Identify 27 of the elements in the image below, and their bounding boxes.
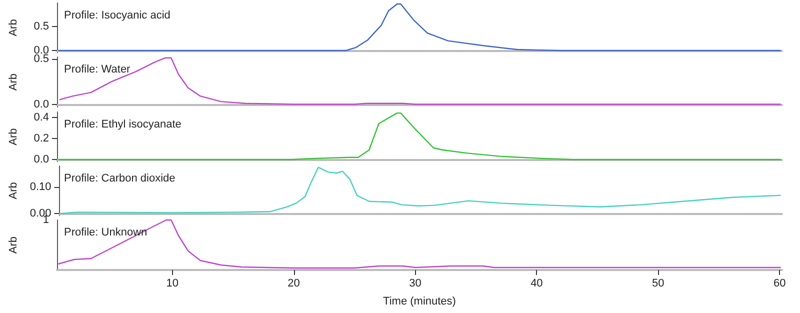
line-series xyxy=(58,112,782,160)
y-tick-label: 0.0 xyxy=(34,153,49,166)
y-axis-title: Arb xyxy=(8,74,20,91)
y-tick-label: 0.10 xyxy=(30,181,52,193)
x-tick-label: 30 xyxy=(409,278,422,290)
line-series xyxy=(60,166,782,214)
x-tick-label: 40 xyxy=(530,278,543,290)
text: Profile: Ethyl isocyanate xyxy=(64,118,182,130)
y-tick-label: 0.5 xyxy=(34,20,49,32)
text: Profile: Isocyanic acid xyxy=(64,10,170,22)
y-tick-label: 0.4 xyxy=(34,110,49,123)
y-tick-label: 0.2 xyxy=(34,132,49,144)
x-tick-label: 20 xyxy=(288,278,300,290)
y-tick-label: 0.0 xyxy=(34,98,49,111)
text: Profile: Carbon dioxide xyxy=(64,172,176,184)
y-tick-label: 0.5 xyxy=(34,53,49,66)
y-axis-title: Arb xyxy=(8,236,20,254)
y-axis-title: Arb xyxy=(8,128,20,145)
x-axis-title: Time (minutes) xyxy=(383,296,456,308)
line-series xyxy=(58,58,782,106)
x-tick-label: 60 xyxy=(773,278,786,290)
x-tick-label: 50 xyxy=(652,278,664,290)
y-axis-title: Arb xyxy=(8,19,20,36)
x-tick-label: 10 xyxy=(166,278,178,290)
line-series xyxy=(58,3,782,52)
text: Profile: Water xyxy=(64,64,131,76)
y-axis-title: Arb xyxy=(8,182,20,200)
